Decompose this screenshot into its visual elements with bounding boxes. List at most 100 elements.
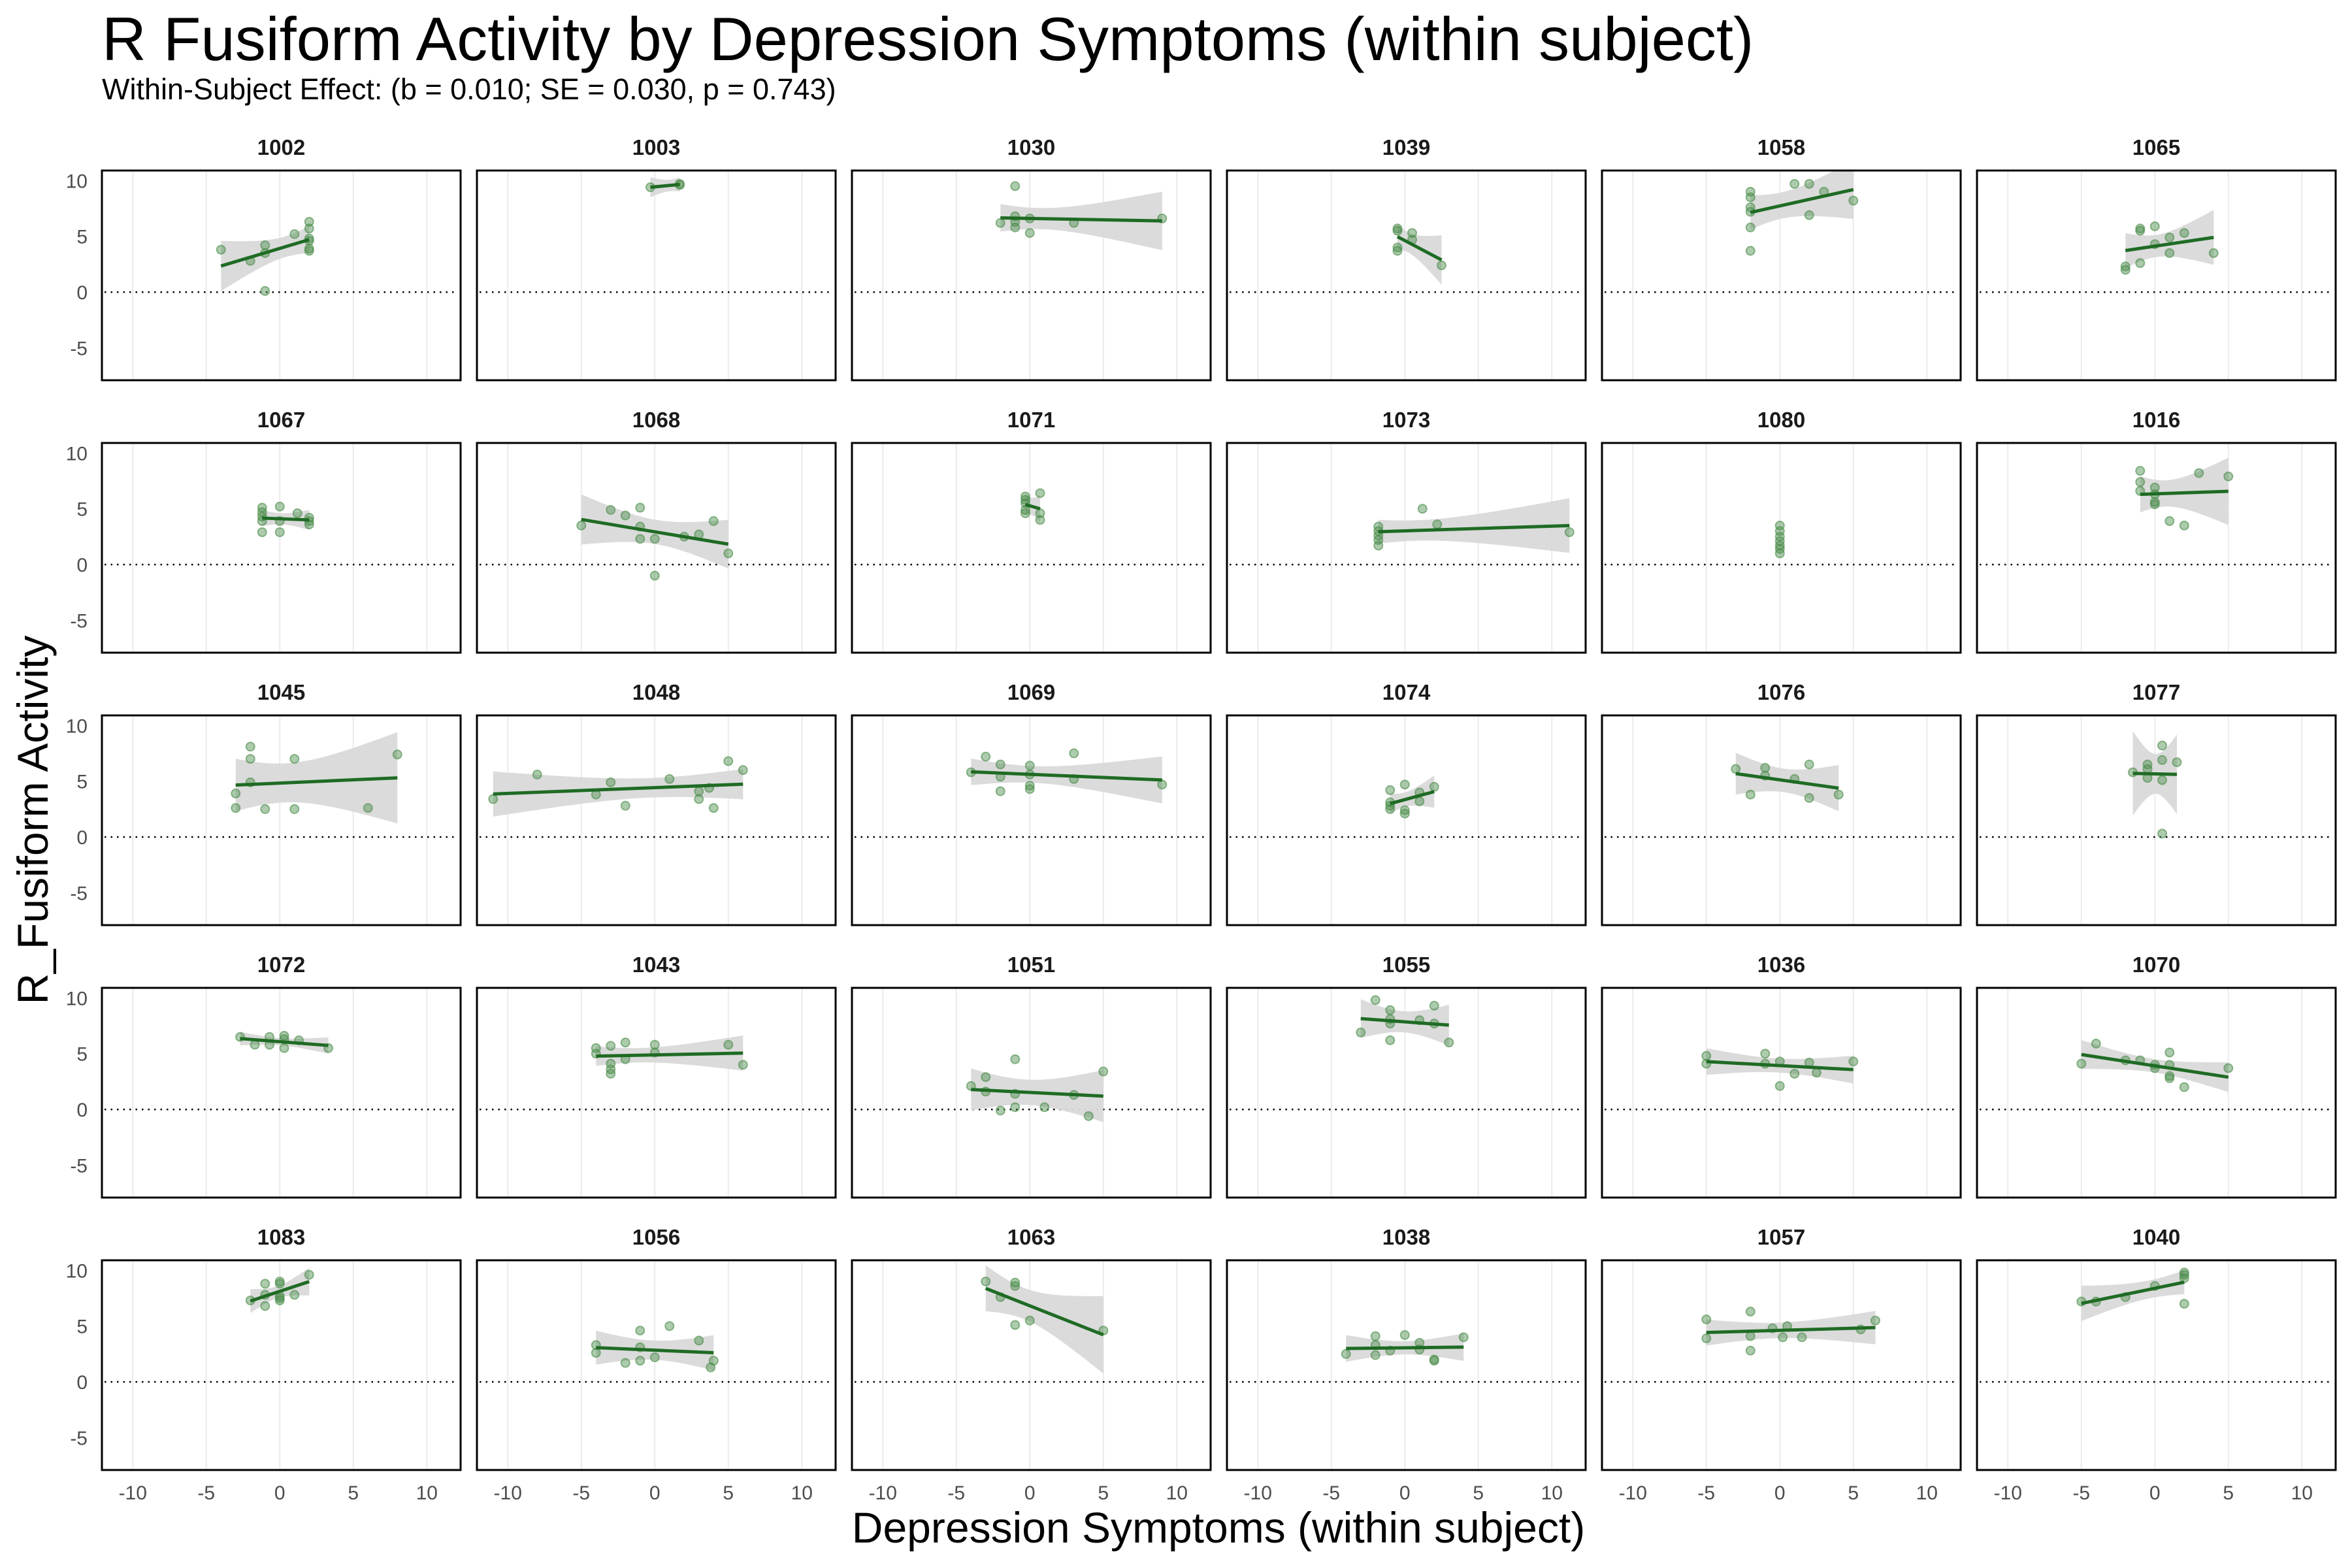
data-point (2142, 764, 2153, 774)
chart-title: R Fusiform Activity by Depression Sympto… (102, 5, 1754, 73)
data-point (738, 1060, 748, 1070)
data-point (1458, 1332, 1469, 1343)
data-point (591, 1348, 601, 1358)
data-point (274, 501, 285, 512)
facet-strip-label: 1080 (1757, 408, 1805, 432)
y-tick-label: -5 (70, 1155, 88, 1177)
facet-strip-label: 1067 (257, 408, 305, 432)
panel-frame (1226, 442, 1587, 654)
panel-frame (1976, 442, 2337, 654)
panel-frame (101, 987, 462, 1199)
y-tick-label: -5 (70, 610, 88, 632)
data-point (2091, 1038, 2101, 1049)
y-tick-label: 5 (76, 499, 88, 521)
x-tick-label: 5 (348, 1482, 359, 1504)
data-point (2135, 477, 2146, 487)
confidence-ribbon (2081, 1270, 2185, 1322)
data-point (1024, 781, 1035, 791)
facet-strip-label: 1058 (1757, 135, 1805, 159)
panel-frame (851, 1259, 1212, 1471)
data-point (2135, 466, 2146, 476)
data-point (1010, 1320, 1021, 1330)
y-tick-label: 5 (76, 1044, 88, 1066)
data-point (1804, 210, 1814, 220)
data-point (1745, 1345, 1756, 1356)
regression-line (971, 1088, 1103, 1098)
data-point (1024, 1315, 1035, 1326)
data-point (1399, 808, 1410, 819)
facet-strip-label: 1055 (1382, 953, 1430, 977)
panel-frame (101, 714, 462, 926)
panel-frame (851, 169, 1212, 382)
data-point (2164, 232, 2175, 242)
panel-frame (1601, 169, 1962, 382)
regression-line (1706, 1060, 1854, 1071)
data-point (304, 1269, 314, 1280)
facet-strip-label: 1030 (1007, 135, 1055, 159)
confidence-ribbon (985, 1265, 1103, 1374)
regression-line (1360, 1017, 1449, 1027)
data-point (1701, 1314, 1712, 1324)
panel-frame (101, 169, 462, 382)
data-point (257, 527, 267, 538)
data-point (1370, 1350, 1380, 1360)
facet-strip-label: 1038 (1382, 1225, 1430, 1249)
facet-strip-label: 1071 (1007, 408, 1055, 432)
x-tick-label: -5 (197, 1482, 215, 1504)
data-point (2157, 828, 2167, 839)
data-point (1848, 1056, 1859, 1067)
facet-strip-label: 1056 (632, 1225, 680, 1249)
confidence-ribbon (1378, 498, 1570, 553)
regression-line (985, 1286, 1104, 1337)
data-point (995, 1105, 1005, 1116)
data-point (304, 246, 314, 256)
panel-frame (476, 987, 837, 1199)
data-point (2135, 223, 2146, 234)
y-tick-label: 10 (66, 988, 88, 1009)
data-point (1010, 1054, 1021, 1064)
data-point (1778, 1332, 1788, 1343)
data-point (1745, 1307, 1756, 1317)
data-point (1444, 1037, 1454, 1048)
facet-strip-label: 1016 (2132, 408, 2180, 432)
data-point (1010, 181, 1021, 191)
data-point (620, 1037, 630, 1048)
data-point (1429, 1356, 1439, 1366)
panel-frame (1226, 987, 1587, 1199)
regression-line (581, 517, 729, 546)
data-point (532, 769, 542, 779)
data-point (292, 508, 302, 519)
regression-line (1706, 1326, 1876, 1335)
y-tick-label: 5 (76, 1316, 88, 1338)
regression-line (1378, 523, 1570, 534)
data-point (289, 229, 300, 239)
data-point (2194, 468, 2204, 478)
data-point (606, 504, 616, 515)
data-point (2149, 221, 2160, 231)
panel-frame (476, 1259, 837, 1471)
data-point (1385, 1005, 1396, 1015)
data-point (708, 516, 719, 527)
x-tick-label: 0 (1399, 1482, 1411, 1504)
data-point (1399, 805, 1410, 815)
data-point (1373, 540, 1384, 551)
data-point (2149, 499, 2160, 510)
data-point (279, 1043, 289, 1053)
y-tick-label: -5 (70, 338, 88, 359)
data-point (304, 217, 314, 227)
data-point (981, 751, 991, 762)
x-tick-label: 10 (2291, 1482, 2313, 1504)
confidence-ribbon (971, 756, 1162, 804)
data-point (279, 1030, 289, 1041)
confidence-ribbon (2125, 210, 2214, 269)
facet-strip-label: 1057 (1757, 1225, 1805, 1249)
panel-frame (851, 987, 1212, 1199)
data-point (2135, 258, 2146, 269)
data-point (304, 223, 314, 234)
data-point (1392, 242, 1403, 253)
x-tick-label: -5 (572, 1482, 590, 1504)
data-point (245, 742, 255, 752)
panel-frame (1601, 442, 1962, 654)
panel-frame (1976, 987, 2337, 1199)
data-point (488, 794, 498, 804)
